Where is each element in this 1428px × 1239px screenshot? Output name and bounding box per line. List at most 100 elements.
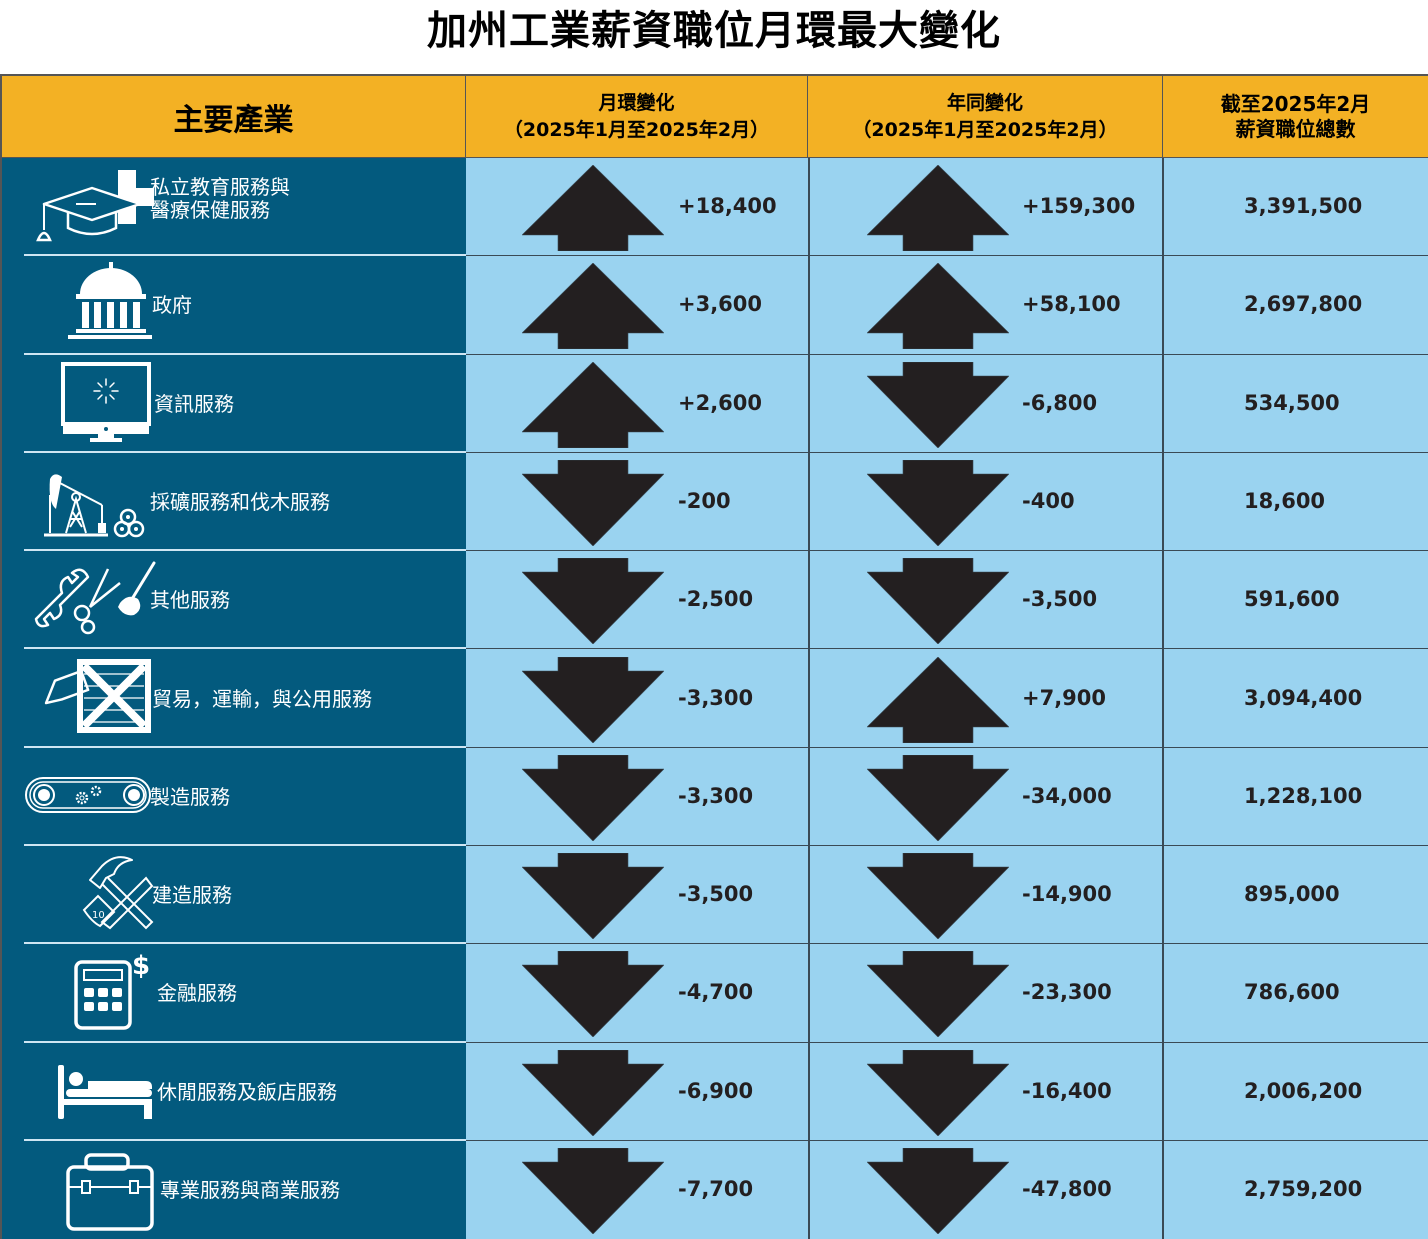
data-columns: +18,400 +159,300 3,391,500 +3,600 +58,100 2,6… — [466, 158, 1428, 1239]
header-month-change: 月環變化 （2025年1月至2025年2月） — [466, 76, 808, 158]
industry-label-line1: 金融服務 — [157, 981, 237, 1006]
svg-text:$: $ — [132, 951, 150, 981]
month-change-value: -6,900 — [678, 1078, 754, 1103]
header-month-change-period: （2025年1月至2025年2月） — [503, 118, 770, 141]
arrow-down-icon — [866, 951, 1010, 1038]
capitol-building-icon — [2, 256, 177, 354]
month-change-value: -7,700 — [678, 1177, 754, 1201]
table-row: +18,400 +159,300 3,391,500 — [466, 158, 1428, 257]
industry-row: 製造服務 — [24, 748, 466, 847]
industry-label-line1: 採礦服務和伐木服務 — [150, 489, 330, 514]
industry-row: 專業服務與商業服務 — [24, 1141, 466, 1239]
total-jobs-value: 534,500 — [1244, 390, 1340, 415]
header-year-change-title: 年同變化 — [946, 91, 1023, 114]
year-change-value: +58,100 — [1022, 292, 1121, 317]
header-industry-label: 主要產業 — [173, 102, 294, 138]
table-row: -2,500 -3,500 591,600 — [466, 551, 1428, 650]
industry-label-line1: 資訊服務 — [154, 391, 234, 416]
arrow-down-icon — [866, 557, 1010, 645]
total-jobs-value: 1,228,100 — [1244, 783, 1363, 808]
industry-column: 私立教育服務與 醫療保健服務 政府 資訊服務 — [2, 158, 466, 1239]
total-jobs-value: 18,600 — [1244, 488, 1326, 513]
arrow-down-icon — [866, 1147, 1010, 1235]
industry-row: 休閒服務及飯店服務 — [24, 1043, 466, 1141]
arrow-up-icon — [521, 262, 665, 350]
industry-label: 資訊服務 — [154, 391, 234, 416]
graduation-cap-medical-cross-icon — [2, 158, 177, 256]
total-jobs-value: 2,759,200 — [1244, 1177, 1363, 1201]
briefcase-icon — [2, 1141, 177, 1239]
arrow-down-icon — [866, 754, 1010, 842]
industry-row: $ 金融服務 — [24, 944, 466, 1043]
header-year-change: 年同變化 （2025年1月至2025年2月） — [808, 76, 1163, 158]
arrow-up-icon — [866, 656, 1010, 743]
total-jobs-value: 895,000 — [1244, 882, 1340, 907]
industry-label: 建造服務 — [152, 884, 232, 907]
year-change-value: -16,400 — [1022, 1078, 1112, 1103]
arrow-down-icon — [521, 459, 665, 547]
conveyor-gears-icon — [2, 748, 177, 846]
table-row: -3,300 +7,900 3,094,400 — [466, 650, 1428, 748]
industry-label: 採礦服務和伐木服務 — [150, 489, 330, 514]
arrow-down-icon — [866, 852, 1010, 940]
industry-row: 私立教育服務與 醫療保健服務 — [24, 158, 466, 257]
year-change-value: -34,000 — [1022, 783, 1112, 808]
total-jobs-value: 3,094,400 — [1244, 685, 1363, 710]
month-change-value: -3,500 — [678, 882, 754, 907]
month-change-value: +18,400 — [678, 194, 777, 218]
bed-icon — [2, 1043, 177, 1141]
year-change-value: -47,800 — [1022, 1177, 1112, 1201]
month-change-value: -4,700 — [678, 980, 754, 1005]
month-change-value: +3,600 — [678, 292, 763, 317]
industry-label: 貿易，運輸，與公用服務 — [152, 686, 372, 711]
table-row: -4,700 -23,300 786,600 — [466, 944, 1428, 1043]
arrow-down-icon — [866, 1049, 1010, 1137]
arrow-down-icon — [521, 754, 665, 842]
arrow-up-icon — [521, 361, 665, 448]
header-total-jobs-line2: 薪資職位總數 — [1235, 116, 1356, 141]
year-change-value: +7,900 — [1022, 685, 1107, 710]
year-change-value: -6,800 — [1022, 390, 1098, 415]
table-row: -3,300 -34,000 1,228,100 — [466, 748, 1428, 847]
arrow-up-icon — [866, 164, 1010, 252]
total-jobs-value: 2,006,200 — [1244, 1078, 1363, 1103]
crate-tag-icon — [2, 650, 177, 748]
wrench-scissors-brush-icon — [2, 551, 177, 649]
header-industry: 主要產業 — [2, 76, 466, 158]
industry-label: 其他服務 — [150, 589, 230, 612]
industry-label: 政府 — [152, 294, 192, 317]
year-change-value: -14,900 — [1022, 882, 1112, 907]
arrow-down-icon — [866, 361, 1010, 449]
arrow-down-icon — [521, 656, 665, 743]
industry-row: 其他服務 — [24, 551, 466, 650]
calculator-dollar-icon: $ — [2, 944, 177, 1042]
month-change-value: -3,300 — [678, 783, 754, 808]
industry-label-line1: 政府 — [152, 293, 192, 318]
year-change-value: -3,500 — [1022, 587, 1098, 612]
year-change-value: +159,300 — [1022, 194, 1136, 218]
arrow-down-icon — [521, 951, 665, 1038]
total-jobs-value: 2,697,800 — [1244, 292, 1363, 317]
table-row: -200 -400 18,600 — [466, 453, 1428, 552]
industry-row: 政府 — [24, 256, 466, 355]
table-row: +2,600 -6,800 534,500 — [466, 355, 1428, 453]
arrow-up-icon — [521, 164, 665, 252]
header-total-jobs: 截至2025年2月 薪資職位總數 — [1163, 76, 1428, 158]
header-year-change-period: （2025年1月至2025年2月） — [852, 118, 1118, 141]
column-divider — [808, 158, 810, 1239]
svg-text:10: 10 — [92, 910, 105, 921]
industry-label-line1: 貿易，運輸，與公用服務 — [152, 686, 372, 711]
industry-label: 金融服務 — [157, 982, 237, 1005]
arrow-up-icon — [866, 262, 1010, 350]
industry-row: 資訊服務 — [24, 355, 466, 453]
month-change-value: -3,300 — [678, 685, 754, 710]
year-change-value: -400 — [1022, 488, 1075, 513]
table-row: -7,700 -47,800 2,759,200 — [466, 1141, 1428, 1239]
table-row: -6,900 -16,400 2,006,200 — [466, 1043, 1428, 1141]
industry-label-line1: 專業服務與商業服務 — [160, 1178, 340, 1202]
page-title: 加州工業薪資職位月環最大變化 — [427, 8, 1001, 54]
jobs-change-table: 主要產業 月環變化 （2025年1月至2025年2月） 年同變化 （2025年1… — [0, 74, 1428, 1239]
industry-label: 休閒服務及飯店服務 — [157, 1080, 337, 1104]
industry-label-line1: 其他服務 — [150, 588, 230, 613]
industry-label: 私立教育服務與 醫療保健服務 — [150, 176, 290, 222]
